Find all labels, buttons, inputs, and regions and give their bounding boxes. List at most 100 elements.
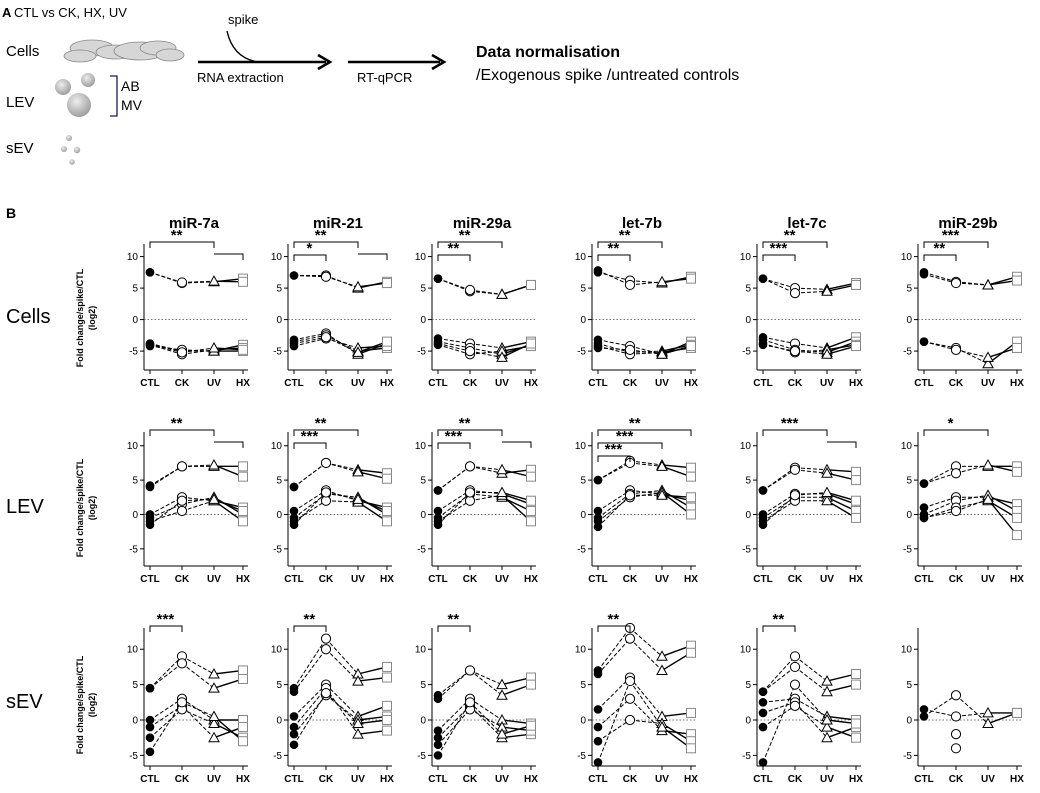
data-point-hx	[238, 461, 248, 472]
data-point-ck	[176, 277, 188, 288]
significance-bracket	[293, 429, 359, 436]
series-line	[794, 290, 828, 294]
arrow-rt-qpcr-head	[431, 53, 447, 71]
svg-text:(log2): (log2)	[87, 693, 97, 718]
significance-bracket	[293, 254, 327, 261]
x-tick-label-uv: UV	[820, 378, 834, 389]
plot-cells-mir-21: miR-21 10 5 0 -5 CTL CK UV HX ***	[271, 215, 394, 389]
data-point-ck	[789, 679, 801, 690]
significance-bracket	[149, 241, 215, 248]
series-line	[469, 343, 503, 349]
data-point-hx	[382, 516, 392, 527]
panel-a: A CTL vs CK, HX, UV Cells LEV sEV	[2, 5, 739, 165]
x-tick-label-uv: UV	[981, 774, 995, 785]
series-line	[325, 638, 359, 675]
series-line	[955, 694, 989, 724]
x-tick-label-hx: HX	[380, 774, 394, 785]
y-tick-label: -5	[742, 751, 751, 762]
x-tick-label-ctl: CTL	[284, 574, 303, 585]
plot-cells-mir-29b: miR-29b 10 5 0 -5 CTL CK UV HX *****	[901, 215, 1024, 389]
y-tick-label: 10	[901, 441, 913, 452]
x-tick-label-uv: UV	[351, 774, 365, 785]
plot-cells-let-7b: let-7b 10 5 0 -5 CTL CK UV HX ****	[575, 215, 698, 389]
data-point-uv	[656, 721, 668, 732]
series-line	[325, 694, 359, 721]
data-point-ck	[176, 461, 188, 472]
x-tick-label-ctl: CTL	[588, 574, 607, 585]
series-line	[325, 687, 359, 735]
series-line	[762, 698, 796, 703]
y-tick-label: 10	[575, 252, 587, 263]
series-line	[629, 281, 663, 286]
data-point-uv	[821, 731, 833, 743]
y-tick-label: 5	[276, 680, 282, 691]
y-tick-label: 0	[745, 510, 751, 521]
data-point-ctl	[593, 758, 603, 767]
y-tick-label: 0	[132, 716, 138, 727]
y-tick-label: 5	[132, 284, 138, 295]
series-line	[325, 692, 359, 724]
data-point-hx	[382, 336, 392, 347]
y-tick-label: 10	[271, 252, 283, 263]
significance-label: **	[315, 415, 327, 432]
y-tick-label: 0	[420, 510, 426, 521]
data-point-ck	[789, 346, 801, 357]
x-tick-label-hx: HX	[236, 378, 250, 389]
data-point-hx	[686, 743, 696, 754]
series-line	[437, 709, 471, 746]
series-line	[149, 709, 183, 739]
series-line	[762, 496, 796, 519]
series-line	[149, 343, 183, 353]
data-point-ck	[624, 633, 636, 644]
data-point-ctl	[593, 522, 603, 532]
series-line	[325, 500, 359, 503]
data-point-uv	[496, 678, 508, 690]
data-point-uv	[821, 494, 833, 506]
plot-title: let-7b	[622, 215, 662, 232]
data-point-hx	[526, 679, 536, 690]
data-point-ck	[464, 697, 476, 708]
data-point-ctl	[593, 343, 603, 353]
plot-title: miR-21	[313, 215, 363, 232]
data-point-uv	[208, 667, 220, 679]
data-point-hx	[382, 672, 392, 683]
x-tick-label-hx: HX	[1010, 774, 1024, 785]
series-line	[794, 349, 828, 353]
series-line	[794, 287, 828, 290]
data-point-ck	[789, 661, 801, 673]
data-point-ck	[464, 487, 476, 498]
data-point-ctl	[433, 506, 443, 516]
y-tick-label: 0	[580, 315, 586, 326]
y-tick-label: -5	[903, 751, 912, 762]
significance-bracket-secondary	[214, 253, 244, 260]
data-point-ck	[950, 468, 962, 479]
data-point-hx	[851, 718, 861, 729]
y-axis-title-row3: Fold change/spike/CTL (log2)	[75, 655, 97, 754]
data-point-hx	[686, 509, 696, 520]
series-line	[325, 338, 359, 349]
series-line	[762, 493, 796, 515]
data-point-ck	[624, 714, 636, 726]
data-point-uv	[982, 717, 994, 729]
series-line	[149, 702, 183, 753]
y-tick-label: -5	[273, 347, 282, 358]
y-tick-label: 5	[420, 680, 426, 691]
data-point-hx	[1012, 275, 1022, 286]
series-line	[762, 494, 796, 526]
significance-label: **	[448, 240, 460, 257]
data-point-uv	[982, 278, 994, 290]
data-point-hx	[686, 492, 696, 503]
data-point-hx	[238, 516, 248, 527]
series-line	[149, 500, 183, 526]
significance-bracket	[149, 429, 215, 436]
series-line	[469, 465, 503, 471]
y-tick-label: -5	[417, 347, 426, 358]
y-tick-label: -5	[129, 347, 138, 358]
cells-illustration	[63, 39, 185, 63]
series-line	[469, 701, 503, 735]
x-tick-label-hx: HX	[524, 574, 538, 585]
series-line	[923, 271, 957, 283]
data-point-hx	[1012, 530, 1022, 541]
data-point-ck	[789, 700, 801, 711]
plot-cells-mir-29a: miR-29a 10 5 0 -5 CTL CK UV HX ****	[415, 215, 538, 389]
